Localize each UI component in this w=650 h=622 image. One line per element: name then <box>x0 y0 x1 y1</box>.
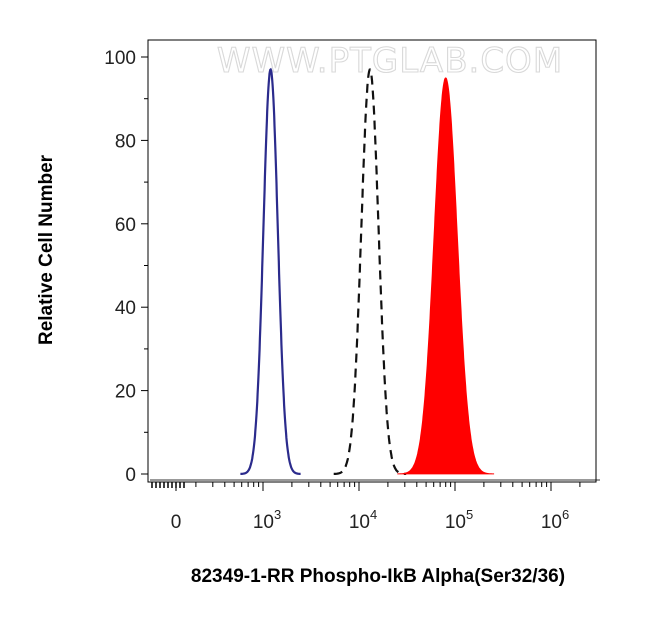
x-tick-label: 103 <box>253 507 281 533</box>
y-tick-label: 40 <box>115 298 136 319</box>
x-tick-label: 0 <box>171 512 182 533</box>
watermark: WWW.PTGLAB.COM <box>217 41 563 81</box>
plot-frame <box>147 39 597 483</box>
y-axis-title: Relative Cell Number <box>36 154 57 345</box>
y-tick-label: 60 <box>115 215 136 236</box>
y-tick-label: 80 <box>115 131 136 152</box>
y-tick-label: 100 <box>104 48 136 69</box>
x-tick-label: 106 <box>541 507 569 533</box>
series-solid-histogram <box>240 67 301 475</box>
series-dashed-histogram <box>333 68 407 475</box>
series-filled-histogram <box>397 77 495 475</box>
y-tick-label: 0 <box>125 465 136 486</box>
x-tick-label: 104 <box>349 507 377 533</box>
x-tick-label: 105 <box>445 507 473 533</box>
y-tick-label: 20 <box>115 382 136 403</box>
x-axis-title: 82349-1-RR Phospho-IkB Alpha(Ser32/36) <box>191 566 565 587</box>
